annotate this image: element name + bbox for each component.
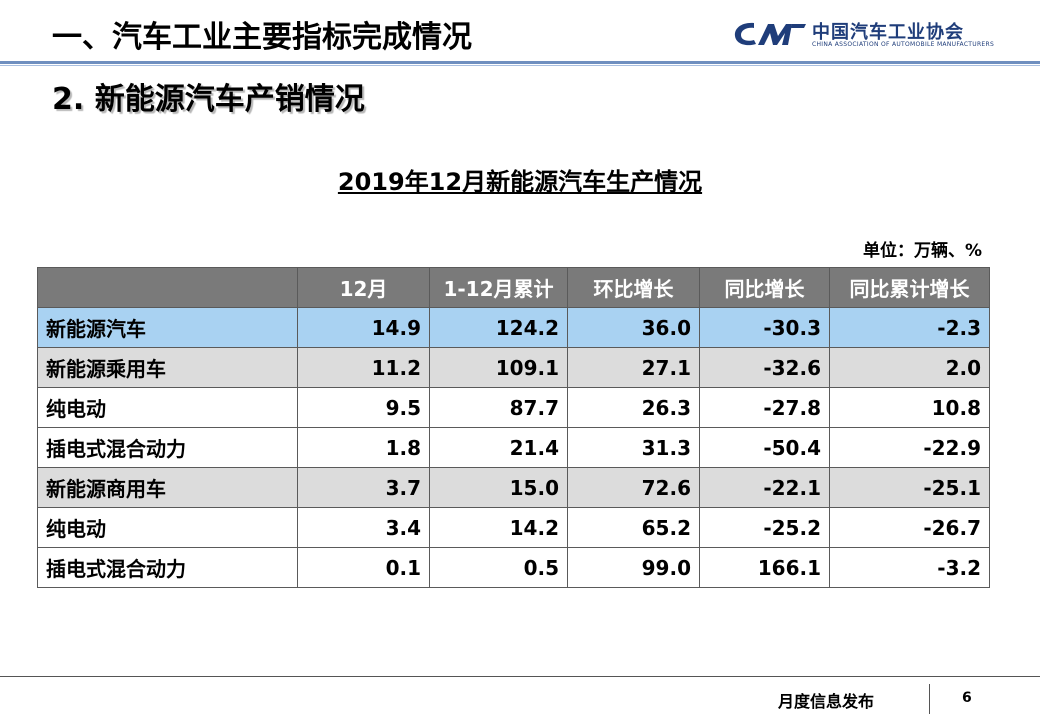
table-cell: 65.2 <box>567 507 700 548</box>
table-cell: -25.1 <box>829 467 990 508</box>
header-divider <box>0 61 1040 64</box>
table-row: 新能源商用车 3.7 15.0 72.6 -22.1 -25.1 <box>37 467 990 508</box>
header-divider-thin <box>0 65 1040 66</box>
table-cell: 10.8 <box>829 387 990 428</box>
table-cell: -22.1 <box>699 467 830 508</box>
section-subtitle: 2. 新能源汽车产销情况 <box>52 82 365 117</box>
column-header: 环比增长 <box>567 267 700 308</box>
footer-divider <box>0 676 1040 677</box>
row-label: 新能源汽车 <box>37 307 298 348</box>
table-cell: -26.7 <box>829 507 990 548</box>
table-cell: 72.6 <box>567 467 700 508</box>
column-header: 同比累计增长 <box>829 267 990 308</box>
unit-label: 单位：万辆、% <box>862 241 982 261</box>
footer-label: 月度信息发布 <box>778 692 875 711</box>
table-row: 新能源汽车 14.9 124.2 36.0 -30.3 -2.3 <box>37 307 990 348</box>
column-header: 同比增长 <box>699 267 830 308</box>
table-header-row: 12月 1-12月累计 环比增长 同比增长 同比累计增长 <box>37 267 990 308</box>
table-cell: 21.4 <box>429 427 568 468</box>
table-cell: 27.1 <box>567 347 700 388</box>
table-cell: 36.0 <box>567 307 700 348</box>
row-label: 插电式混合动力 <box>37 547 298 588</box>
row-label: 纯电动 <box>37 387 298 428</box>
table-cell: 124.2 <box>429 307 568 348</box>
table-cell: -30.3 <box>699 307 830 348</box>
table-row: 纯电动 9.5 87.7 26.3 -27.8 10.8 <box>37 387 990 428</box>
table-title: 2019年12月新能源汽车生产情况 <box>337 168 703 196</box>
caam-logo: 中国汽车工业协会 CHINA ASSOCIATION OF AUTOMOBILE… <box>732 18 1012 54</box>
table-cell: 3.4 <box>297 507 430 548</box>
table-cell: -2.3 <box>829 307 990 348</box>
row-label: 新能源乘用车 <box>37 347 298 388</box>
table-cell: -32.6 <box>699 347 830 388</box>
column-header: 1-12月累计 <box>429 267 568 308</box>
table-cell: 87.7 <box>429 387 568 428</box>
table-cell: -50.4 <box>699 427 830 468</box>
row-label: 新能源商用车 <box>37 467 298 508</box>
table-cell: 31.3 <box>567 427 700 468</box>
nev-production-table: 12月 1-12月累计 环比增长 同比增长 同比累计增长 新能源汽车 14.9 … <box>37 267 990 588</box>
cam-logo-icon <box>734 22 806 46</box>
table-cell: -27.8 <box>699 387 830 428</box>
table-cell: -3.2 <box>829 547 990 588</box>
logo-english-name: CHINA ASSOCIATION OF AUTOMOBILE MANUFACT… <box>812 41 995 48</box>
table-cell: 15.0 <box>429 467 568 508</box>
column-header <box>37 267 298 308</box>
table-cell: 14.2 <box>429 507 568 548</box>
table-cell: 109.1 <box>429 347 568 388</box>
table-cell: 0.1 <box>297 547 430 588</box>
page-number: 6 <box>962 690 972 706</box>
row-label: 纯电动 <box>37 507 298 548</box>
footer-separator <box>929 684 930 714</box>
table-cell: 166.1 <box>699 547 830 588</box>
table-cell: 2.0 <box>829 347 990 388</box>
table-cell: -22.9 <box>829 427 990 468</box>
table-cell: 3.7 <box>297 467 430 508</box>
page-header-title: 一、汽车工业主要指标完成情况 <box>52 20 472 55</box>
table-cell: 0.5 <box>429 547 568 588</box>
table-cell: 26.3 <box>567 387 700 428</box>
table-cell: 9.5 <box>297 387 430 428</box>
column-header: 12月 <box>297 267 430 308</box>
table-row: 纯电动 3.4 14.2 65.2 -25.2 -26.7 <box>37 507 990 548</box>
table-row: 插电式混合动力 0.1 0.5 99.0 166.1 -3.2 <box>37 547 990 588</box>
table-cell: 1.8 <box>297 427 430 468</box>
row-label: 插电式混合动力 <box>37 427 298 468</box>
logo-chinese-name: 中国汽车工业协会 <box>812 22 964 43</box>
table-cell: 99.0 <box>567 547 700 588</box>
table-row: 插电式混合动力 1.8 21.4 31.3 -50.4 -22.9 <box>37 427 990 468</box>
table-row: 新能源乘用车 11.2 109.1 27.1 -32.6 2.0 <box>37 347 990 388</box>
table-cell: -25.2 <box>699 507 830 548</box>
table-cell: 14.9 <box>297 307 430 348</box>
table-cell: 11.2 <box>297 347 430 388</box>
